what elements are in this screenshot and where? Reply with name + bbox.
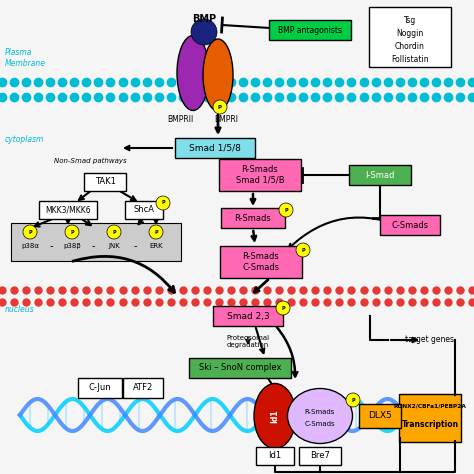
Text: C-Smads: C-Smads <box>305 421 335 427</box>
Text: Chordin: Chordin <box>395 42 425 51</box>
FancyBboxPatch shape <box>269 20 351 40</box>
Text: ERK: ERK <box>149 243 163 249</box>
FancyBboxPatch shape <box>349 165 411 185</box>
Text: P: P <box>281 306 285 310</box>
FancyBboxPatch shape <box>175 138 255 158</box>
Circle shape <box>276 301 290 315</box>
Text: P: P <box>28 229 32 235</box>
Text: Ski – SnoN complex: Ski – SnoN complex <box>199 364 281 373</box>
Text: cytoplasm: cytoplasm <box>5 135 45 144</box>
Text: Follistatin: Follistatin <box>391 55 429 64</box>
Text: MKK3/MKK6: MKK3/MKK6 <box>45 206 91 215</box>
FancyBboxPatch shape <box>213 306 283 326</box>
Circle shape <box>65 225 79 239</box>
Text: BMPRI: BMPRI <box>214 115 238 124</box>
FancyBboxPatch shape <box>189 358 291 378</box>
Text: -: - <box>91 241 95 251</box>
Circle shape <box>213 100 227 114</box>
Text: P: P <box>351 398 355 402</box>
Text: Smad 1/5/8: Smad 1/5/8 <box>189 144 241 153</box>
Text: Tsg: Tsg <box>404 16 416 25</box>
Text: RUNX2/CBFa1/PEBP2A: RUNX2/CBFa1/PEBP2A <box>393 404 466 409</box>
FancyBboxPatch shape <box>256 447 294 465</box>
Text: JNK: JNK <box>108 243 120 249</box>
Text: ShcA: ShcA <box>134 206 155 215</box>
FancyBboxPatch shape <box>380 215 440 235</box>
FancyBboxPatch shape <box>11 223 181 261</box>
Text: p38β: p38β <box>63 243 81 249</box>
Circle shape <box>191 19 217 45</box>
Circle shape <box>23 225 37 239</box>
FancyBboxPatch shape <box>84 173 126 191</box>
FancyBboxPatch shape <box>123 378 163 398</box>
Text: I-Smad: I-Smad <box>365 171 395 180</box>
Text: C-Smads: C-Smads <box>392 220 428 229</box>
Text: R-Smads: R-Smads <box>235 213 272 222</box>
Circle shape <box>346 393 360 407</box>
FancyBboxPatch shape <box>221 208 285 228</box>
Text: nucleus: nucleus <box>5 305 35 314</box>
Text: Smad 2,3: Smad 2,3 <box>227 311 269 320</box>
Text: Bre7: Bre7 <box>310 452 330 461</box>
Text: R-Smads
Smad 1/5/B: R-Smads Smad 1/5/B <box>236 165 284 185</box>
FancyBboxPatch shape <box>219 159 301 191</box>
Text: -: - <box>49 241 53 251</box>
Text: Plasma
Membrane: Plasma Membrane <box>5 48 46 68</box>
Text: Noggin: Noggin <box>396 29 424 38</box>
Text: P: P <box>284 208 288 212</box>
Text: P: P <box>301 247 305 253</box>
Text: BMP: BMP <box>192 14 216 24</box>
FancyBboxPatch shape <box>78 378 122 398</box>
Text: BMP antagonists: BMP antagonists <box>278 26 342 35</box>
Text: target genes: target genes <box>405 336 455 345</box>
Text: TAK1: TAK1 <box>94 177 116 186</box>
Text: P: P <box>70 229 74 235</box>
Text: DLX5: DLX5 <box>368 411 392 420</box>
Text: Proteosomal
degradation: Proteosomal degradation <box>227 335 270 348</box>
Text: P: P <box>218 104 222 109</box>
Text: BMPRII: BMPRII <box>167 115 193 124</box>
Circle shape <box>107 225 121 239</box>
Text: P: P <box>154 229 158 235</box>
Text: -: - <box>133 241 137 251</box>
Text: p38α: p38α <box>21 243 39 249</box>
Circle shape <box>296 243 310 257</box>
Text: P: P <box>112 229 116 235</box>
Text: Non-Smad pathways: Non-Smad pathways <box>54 158 126 164</box>
FancyBboxPatch shape <box>369 7 451 67</box>
Circle shape <box>149 225 163 239</box>
Ellipse shape <box>254 383 296 448</box>
FancyBboxPatch shape <box>399 394 461 442</box>
Ellipse shape <box>203 39 233 111</box>
FancyBboxPatch shape <box>39 201 97 219</box>
FancyBboxPatch shape <box>299 447 341 465</box>
Text: P: P <box>161 201 165 206</box>
Text: ATF2: ATF2 <box>133 383 153 392</box>
FancyBboxPatch shape <box>125 201 163 219</box>
Text: Id1: Id1 <box>268 452 282 461</box>
Text: R-Smads
C-Smads: R-Smads C-Smads <box>242 252 280 272</box>
Ellipse shape <box>288 389 353 444</box>
FancyBboxPatch shape <box>220 246 302 278</box>
Text: C-Jun: C-Jun <box>89 383 111 392</box>
FancyBboxPatch shape <box>359 404 401 428</box>
Text: R-Smads: R-Smads <box>305 409 335 415</box>
Circle shape <box>279 203 293 217</box>
Text: Transcription: Transcription <box>401 420 458 429</box>
Ellipse shape <box>177 36 209 110</box>
Circle shape <box>156 196 170 210</box>
Text: Id1: Id1 <box>271 409 280 423</box>
